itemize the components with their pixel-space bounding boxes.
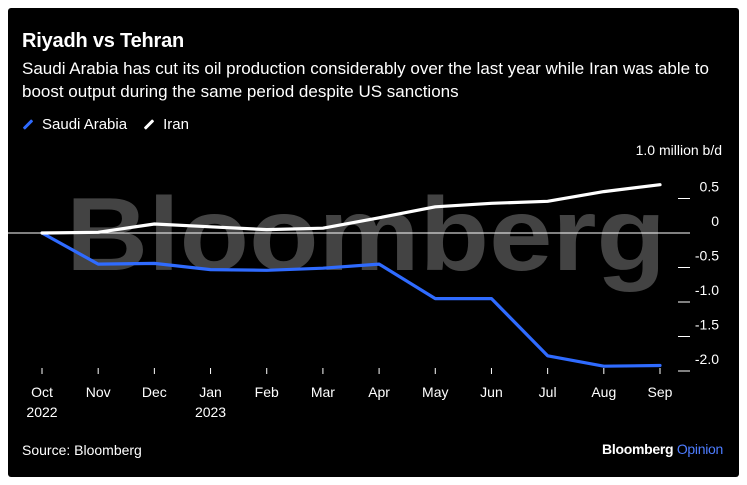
chart-title: Riyadh vs Tehran (22, 30, 185, 52)
y-axis-unit-label: 1.0 million b/d (635, 142, 722, 158)
x-tick-label: 2022 (26, 404, 57, 420)
legend-label-saudi: Saudi Arabia (42, 116, 128, 133)
brand-opinion: Opinion (676, 441, 723, 457)
x-tick-label: Nov (86, 384, 111, 400)
chart-card: Riyadh vs Tehran Saudi Arabia has cut it… (8, 8, 739, 477)
legend-item-saudi: Saudi Arabia (22, 116, 127, 133)
x-tick-label: Jan (199, 384, 222, 400)
x-tick-label: Aug (591, 384, 616, 400)
brand-name: Bloomberg (602, 441, 674, 457)
brand-logo: Bloomberg Opinion (602, 441, 723, 457)
legend-item-iran: Iran (143, 116, 189, 133)
chart-subtitle: Saudi Arabia has cut its oil production … (22, 59, 709, 101)
x-tick-label: Oct (31, 384, 53, 400)
legend: Saudi Arabia Iran (22, 116, 205, 133)
y-tick-label: -2.0 (695, 351, 719, 367)
y-tick-label: 0 (711, 213, 719, 229)
source-note: Source: Bloomberg (22, 442, 142, 458)
y-tick-label: -0.5 (695, 248, 719, 264)
y-tick-label: -1.5 (695, 317, 719, 333)
x-tick-label: Apr (368, 384, 390, 400)
line-chart: Bloomberg 0.5 0 -0.5 -1.0 -1.5 -2.0 Oct 2022 Nov D… (8, 177, 720, 420)
x-tick-label: Jul (539, 384, 557, 400)
x-tick-label: Jun (480, 384, 503, 400)
x-tick-label: Sep (648, 384, 673, 400)
series-line-iran (40, 183, 662, 235)
x-tick-label: Dec (142, 384, 167, 400)
watermark-text: Bloomberg (66, 177, 666, 293)
y-tick-label: 0.5 (700, 179, 720, 195)
x-tick-label: 2023 (195, 404, 226, 420)
legend-label-iran: Iran (163, 116, 189, 133)
x-tick-label: Mar (311, 384, 335, 400)
x-tick-label: May (422, 384, 448, 400)
x-tick-label: Feb (255, 384, 279, 400)
y-tick-label: -1.0 (695, 282, 719, 298)
series-line-saudi-arabia (40, 231, 662, 368)
